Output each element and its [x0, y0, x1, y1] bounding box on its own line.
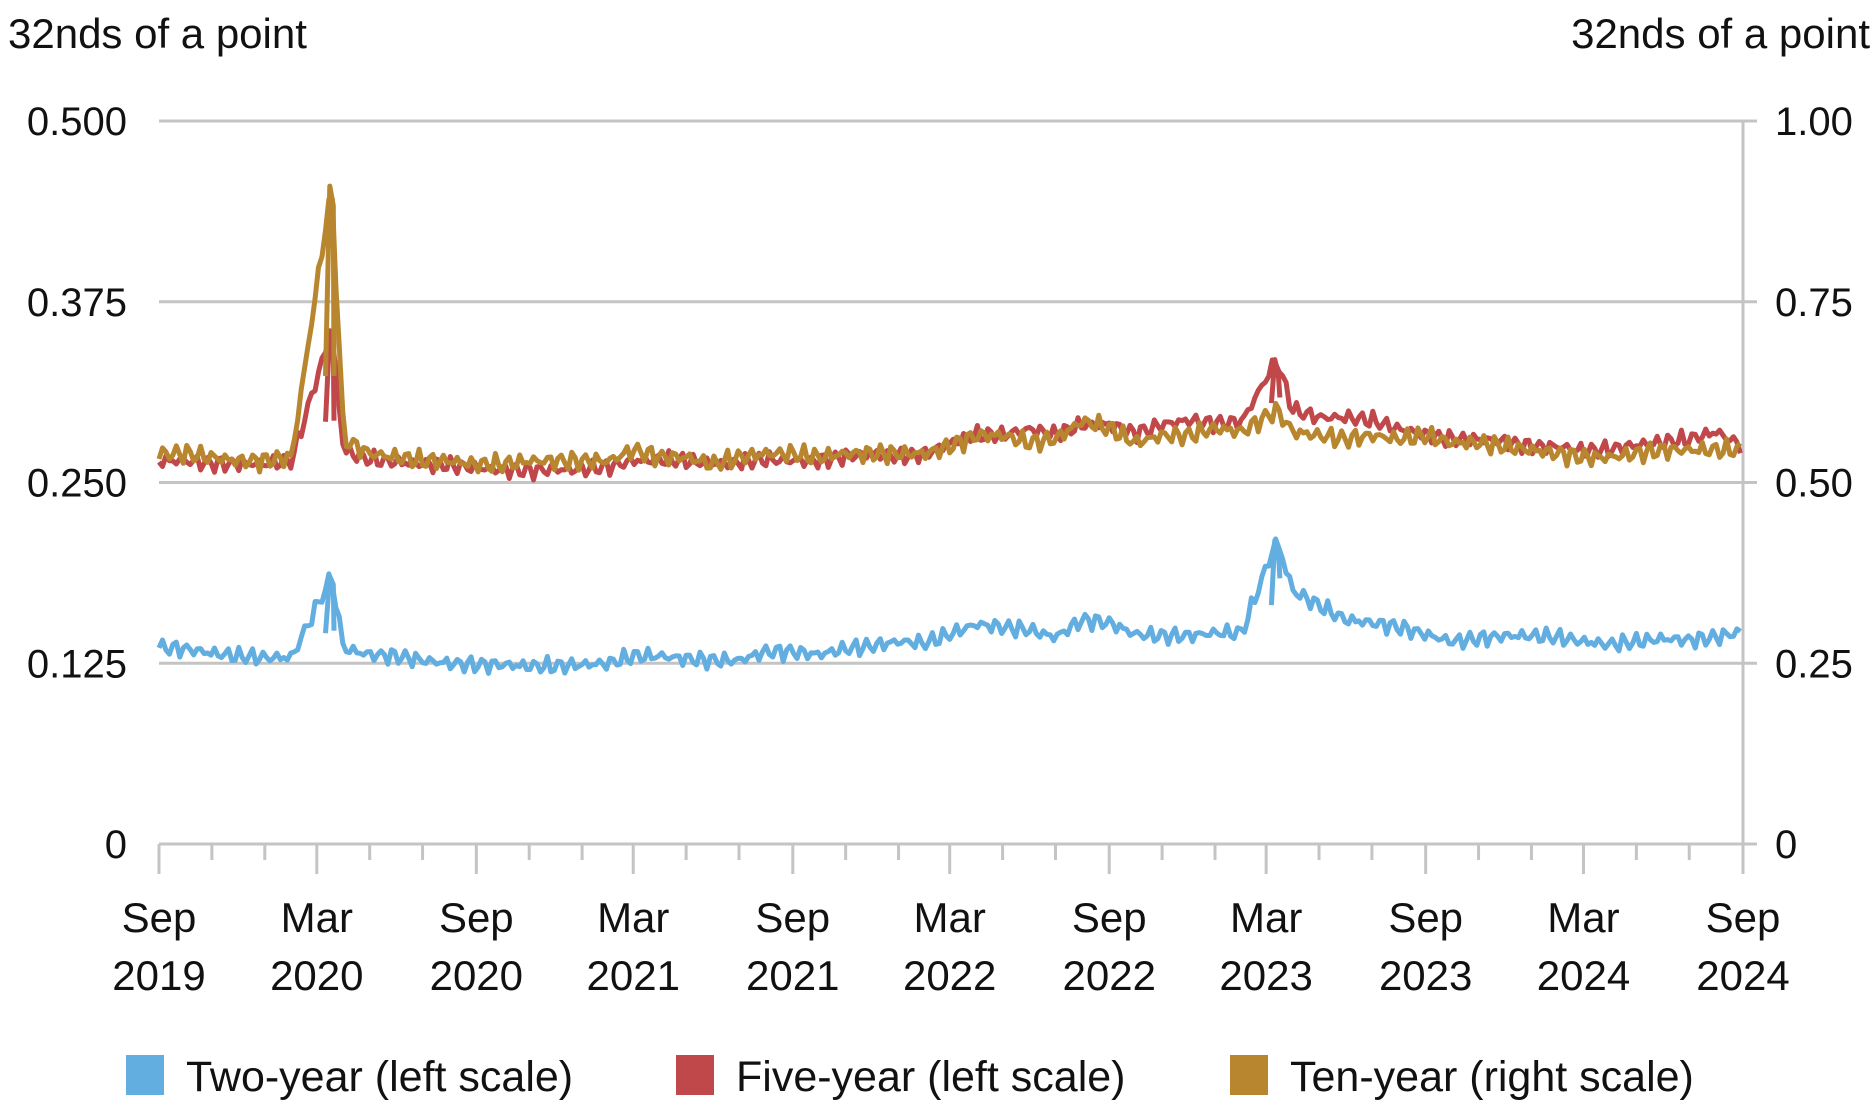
y-tick-label-right: 0	[1775, 823, 1797, 867]
series-line-ten-year	[156, 196, 1743, 475]
y-tick-label-right: 0.50	[1775, 462, 1853, 506]
x-tick-label-month: Mar	[1230, 894, 1302, 941]
x-tick-label-year: 2022	[903, 952, 996, 999]
y-tick-label-right: 0.75	[1775, 281, 1853, 325]
y-tick-label-left: 0.250	[27, 462, 127, 506]
x-tick-label-month: Mar	[914, 894, 986, 941]
x-tick-label-month: Sep	[1388, 894, 1463, 941]
x-tick-label-month: Sep	[1706, 894, 1781, 941]
legend-swatch	[676, 1055, 714, 1095]
x-tick-label-month: Mar	[281, 894, 353, 941]
left-y-tick-labels: 0 0.125 0.250 0.375 0.500	[27, 100, 127, 867]
legend-label: Two-year (left scale)	[186, 1053, 573, 1101]
x-tick-label-year: 2024	[1696, 952, 1789, 999]
x-tick-label-year: 2021	[587, 952, 680, 999]
legend-label: Five-year (left scale)	[736, 1053, 1125, 1101]
x-tick-label-year: 2021	[746, 952, 839, 999]
x-tick-label-month: Mar	[1547, 894, 1619, 941]
series-spike	[323, 574, 337, 634]
x-tick-label-year: 2022	[1063, 952, 1156, 999]
x-tick-label-month: Sep	[755, 894, 830, 941]
x-tick-label-month: Sep	[122, 894, 197, 941]
y-tick-label-left: 0	[105, 823, 127, 867]
y-tick-label-right: 1.00	[1775, 100, 1853, 144]
series-spike	[323, 183, 337, 376]
y-tick-label-left: 0.125	[27, 642, 127, 686]
x-tick-label-year: 2020	[270, 952, 363, 999]
right-y-tick-labels: 0 0.25 0.50 0.75 1.00	[1775, 100, 1853, 867]
series-spike	[1268, 357, 1283, 404]
series-line-two-year	[156, 536, 1742, 676]
y-tick-label-left: 0.500	[27, 100, 127, 144]
x-axis: Sep 2019 Mar 2020 Sep 2020 Mar 2021 Sep 2021 Mar 20…	[112, 844, 1790, 999]
x-tick-label-year: 2023	[1219, 952, 1312, 999]
x-tick-label-year: 2020	[430, 952, 523, 999]
series-lines	[156, 183, 1743, 676]
legend-swatch	[1230, 1055, 1268, 1095]
gridlines	[159, 119, 1757, 846]
x-tick-label-year: 2019	[112, 952, 205, 999]
legend: Two-year (left scale) Five-year (left sca…	[126, 1053, 1694, 1101]
x-tick-label-month: Sep	[1072, 894, 1147, 941]
right-axis-title: 32nds of a point	[1571, 10, 1870, 57]
left-axis-title: 32nds of a point	[8, 10, 307, 57]
x-tick-label-month: Sep	[439, 894, 514, 941]
y-tick-label-right: 0.25	[1775, 642, 1853, 686]
series-spike	[1268, 537, 1283, 606]
x-tick-label-year: 2023	[1379, 952, 1472, 999]
legend-label: Ten-year (right scale)	[1290, 1053, 1694, 1101]
x-tick-label-year: 2024	[1537, 952, 1630, 999]
legend-swatch	[126, 1055, 164, 1095]
y-tick-label-left: 0.375	[27, 281, 127, 325]
x-tick-label-month: Mar	[597, 894, 669, 941]
